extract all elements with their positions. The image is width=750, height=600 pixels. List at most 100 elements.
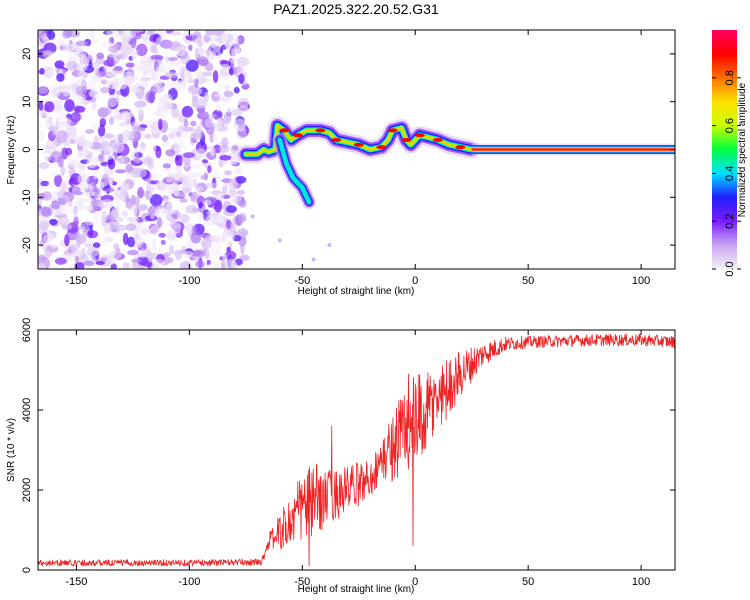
noise-blob: [214, 93, 225, 98]
noise-blob: [195, 69, 205, 78]
y-tick-label: 20: [21, 48, 33, 60]
noise-blob: [142, 33, 149, 40]
noise-blob: [66, 60, 78, 71]
colorbar-tick-label: 0.0: [724, 261, 736, 276]
noise-blob: [113, 133, 126, 142]
noise-blob: [90, 38, 99, 44]
noise-blob: [143, 261, 153, 268]
noise-blob: [66, 252, 75, 260]
noise-blob: [204, 118, 214, 129]
x-tick-label: 0: [412, 576, 418, 588]
noise-blob: [42, 36, 50, 43]
noise-blob: [84, 188, 91, 193]
noise-blob: [189, 132, 196, 146]
noise-blob: [73, 220, 79, 227]
noise-blob: [38, 121, 42, 129]
noise-blob: [230, 57, 239, 65]
noise-blob: [174, 154, 184, 167]
noise-blob: [132, 86, 142, 94]
noise-blob: [186, 72, 193, 81]
noise-blob: [145, 189, 150, 201]
colorbar-tick-label: 0.2: [724, 214, 736, 229]
noise-blob: [38, 263, 47, 269]
ridge-hotspot: [414, 133, 425, 138]
noise-blob: [192, 255, 200, 262]
noise-blob: [121, 111, 131, 122]
noise-blob: [76, 63, 88, 72]
noise-blob: [107, 94, 118, 108]
noise-blob: [47, 182, 56, 189]
noise-blob: [186, 172, 199, 182]
noise-blob: [212, 43, 221, 53]
noise-blob: [101, 210, 108, 222]
noise-blob: [108, 180, 114, 187]
noise-blob: [181, 182, 194, 188]
noise-blob: [71, 243, 80, 251]
x-tick-label: 100: [632, 275, 650, 287]
noise-blob: [212, 70, 219, 83]
noise-blob: [228, 188, 237, 197]
noise-blob: [236, 56, 250, 67]
noise-blob: [221, 31, 229, 44]
noise-blob: [119, 43, 133, 53]
noise-blob: [78, 70, 84, 78]
noise-blob: [114, 65, 123, 72]
noise-blob: [157, 216, 163, 228]
noise-blob: [39, 67, 45, 75]
noise-blob: [221, 137, 229, 149]
noise-blob: [130, 37, 137, 49]
noise-blob: [187, 84, 201, 95]
noise-blob: [176, 210, 183, 223]
noise-blob: [212, 30, 224, 36]
noise-blob: [224, 84, 230, 92]
noise-blob: [38, 86, 49, 95]
noise-blob: [165, 149, 176, 157]
noise-blob: [59, 184, 67, 195]
noise-blob: [67, 138, 72, 145]
noise-blob: [89, 89, 100, 99]
noise-blob: [76, 78, 87, 88]
noise-blob: [127, 249, 139, 256]
noise-blob: [146, 30, 152, 36]
snr-y-label: SNR (10 * v/v): [6, 418, 17, 482]
noise-blob: [122, 261, 130, 269]
noise-blob: [212, 191, 221, 197]
noise-blob: [214, 166, 219, 180]
noise-blob: [150, 68, 158, 82]
noise-blob: [72, 249, 83, 260]
noise-blob: [171, 107, 180, 119]
noise-blob: [165, 71, 178, 79]
noise-blob: [45, 70, 54, 77]
x-tick-label: -50: [294, 275, 310, 287]
noise-blob: [239, 254, 250, 261]
noise-blob: [38, 100, 44, 111]
noise-blob: [121, 210, 129, 218]
noise-blob: [89, 30, 95, 40]
noise-blob: [137, 221, 144, 227]
noise-blob: [212, 134, 218, 142]
noise-blob: [175, 165, 181, 173]
noise-blob: [57, 155, 64, 168]
noise-blob: [67, 56, 80, 61]
noise-blob: [217, 52, 223, 61]
noise-blob: [54, 257, 67, 265]
noise-blob: [86, 230, 99, 239]
x-tick-label: -100: [178, 275, 200, 287]
noise-blob: [223, 111, 232, 124]
noise-blob: [137, 186, 144, 199]
noise-blob: [145, 246, 151, 260]
snr-panel: -150 -100 -50 0 50 100 0 2000 4000 6000 Height o…: [6, 318, 676, 595]
noise-blob: [144, 133, 152, 140]
y-tick-label: 2000: [21, 478, 33, 502]
snr-marks: [38, 333, 675, 567]
noise-blob: [204, 62, 214, 71]
noise-blob: [154, 206, 166, 217]
colorbar-ticks: 0.0 0.2 0.4 0.6 0.8: [712, 70, 741, 277]
noise-blob: [172, 249, 182, 256]
spectrogram-x-ticks: -150 -100 -50 0 50 100: [65, 30, 650, 287]
noise-blob: [206, 49, 215, 62]
noise-blob: [91, 212, 101, 224]
noise-blob: [100, 199, 114, 209]
noise-blob: [66, 125, 78, 139]
